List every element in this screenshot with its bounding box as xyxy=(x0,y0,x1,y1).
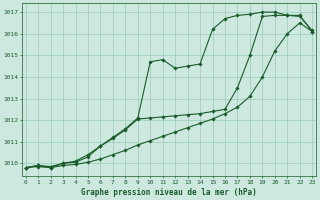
X-axis label: Graphe pression niveau de la mer (hPa): Graphe pression niveau de la mer (hPa) xyxy=(81,188,257,197)
